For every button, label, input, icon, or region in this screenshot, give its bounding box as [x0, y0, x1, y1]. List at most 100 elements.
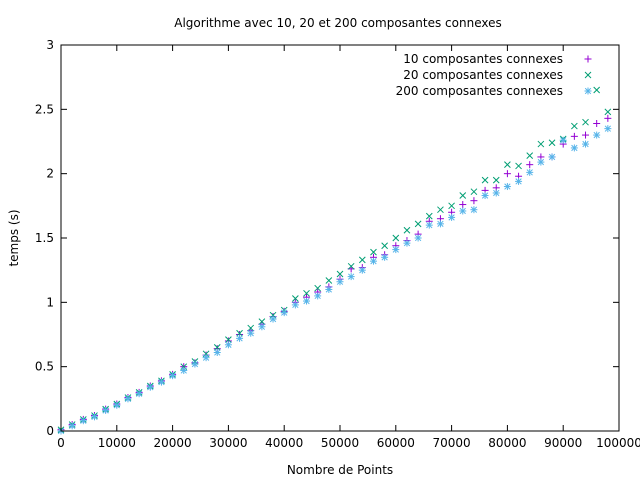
- x-tick-label: 60000: [377, 436, 415, 450]
- data-point: [325, 285, 333, 293]
- x-tick-label: 70000: [433, 436, 471, 450]
- y-tick-label: 3: [46, 38, 54, 52]
- x-tick-label: 90000: [544, 436, 582, 450]
- data-point: [358, 256, 366, 264]
- data-point: [124, 395, 132, 403]
- data-point: [470, 188, 478, 196]
- tick-labels: 0 10000 20000 30000 40000 50000 60000 70000 8000…: [35, 38, 640, 450]
- legend-item-2: 20 composantes connexes: [403, 68, 592, 82]
- data-point: [280, 309, 288, 317]
- data-point: [314, 292, 322, 300]
- data-point: [325, 277, 333, 284]
- data-point: [191, 360, 199, 368]
- data-point: [526, 168, 534, 176]
- y-tick-label: 2: [46, 167, 54, 181]
- data-point: [247, 329, 255, 337]
- data-point: [492, 189, 500, 197]
- legend-label: 200 composantes connexes: [396, 84, 563, 98]
- data-point: [213, 349, 221, 357]
- legend-marker: [584, 71, 592, 79]
- data-point: [381, 253, 389, 261]
- data-point: [548, 153, 556, 161]
- data-point: [537, 140, 545, 148]
- data-point: [593, 119, 601, 127]
- data-point: [481, 192, 489, 200]
- data-point: [604, 125, 612, 133]
- y-axis-label: temps (s): [7, 209, 21, 266]
- data-point: [303, 289, 310, 297]
- data-point: [526, 152, 534, 160]
- x-tick-label: 40000: [265, 436, 303, 450]
- data-point: [570, 144, 578, 152]
- series-3: [57, 125, 612, 435]
- x-tick-label: 100000: [596, 436, 640, 450]
- data-point: [593, 131, 601, 139]
- data-point: [559, 136, 567, 144]
- data-point: [258, 318, 266, 325]
- data-point: [102, 406, 110, 414]
- data-point: [369, 257, 377, 265]
- data-point: [403, 226, 411, 234]
- data-point: [225, 336, 232, 344]
- data-point: [292, 295, 299, 302]
- data-point: [157, 378, 165, 386]
- data-point: [202, 354, 210, 362]
- data-point: [392, 234, 400, 242]
- y-tick-label: 0: [46, 424, 54, 438]
- legend-label: 20 composantes connexes: [403, 68, 563, 82]
- data-point: [224, 341, 232, 349]
- legend: 10 composantes connexes 20 composantes co…: [396, 52, 592, 98]
- data-point: [336, 270, 344, 278]
- data-point: [347, 273, 355, 281]
- legend-marker: [584, 55, 592, 63]
- data-point: [571, 122, 578, 130]
- data-point: [470, 197, 478, 205]
- x-tick-label: 20000: [154, 436, 192, 450]
- x-tick-label: 0: [57, 436, 65, 450]
- x-tick-label: 80000: [488, 436, 526, 450]
- data-point: [68, 422, 76, 430]
- data-point: [392, 246, 400, 254]
- data-point: [314, 284, 322, 292]
- data-point: [425, 212, 433, 220]
- data-point: [425, 221, 433, 229]
- data-point: [247, 324, 255, 332]
- data-point: [437, 206, 444, 214]
- data-point: [414, 220, 422, 228]
- data-point: [604, 114, 612, 122]
- data-point: [169, 372, 177, 380]
- data-point: [370, 248, 377, 256]
- legend-marker: [584, 87, 592, 95]
- data-point: [503, 183, 511, 191]
- axis-ticks: [60, 44, 620, 432]
- data-point: [459, 207, 467, 215]
- data-point: [504, 161, 511, 169]
- data-point: [236, 329, 243, 337]
- data-point: [236, 334, 244, 342]
- y-tick-label: 2.5: [35, 102, 54, 116]
- data-point: [403, 239, 411, 247]
- data-point: [570, 132, 578, 140]
- data-point: [180, 367, 188, 375]
- x-tick-label: 30000: [209, 436, 247, 450]
- y-tick-label: 1.5: [35, 231, 54, 245]
- data-point: [336, 278, 344, 286]
- data-point: [79, 417, 87, 425]
- data-point: [470, 206, 478, 214]
- x-tick-label: 50000: [321, 436, 359, 450]
- data-point: [269, 315, 277, 323]
- data-point: [459, 192, 467, 199]
- data-point: [526, 161, 534, 169]
- data-point: [146, 383, 154, 391]
- data-point: [481, 176, 489, 184]
- data-point: [503, 170, 511, 178]
- data-point: [548, 139, 556, 147]
- data-point: [113, 401, 121, 409]
- data-point: [582, 140, 590, 148]
- data-point: [582, 131, 590, 139]
- y-tick-label: 0.5: [35, 360, 54, 374]
- data-point: [582, 118, 589, 126]
- legend-item-3: 200 composantes connexes: [396, 84, 592, 98]
- data-point: [515, 177, 523, 185]
